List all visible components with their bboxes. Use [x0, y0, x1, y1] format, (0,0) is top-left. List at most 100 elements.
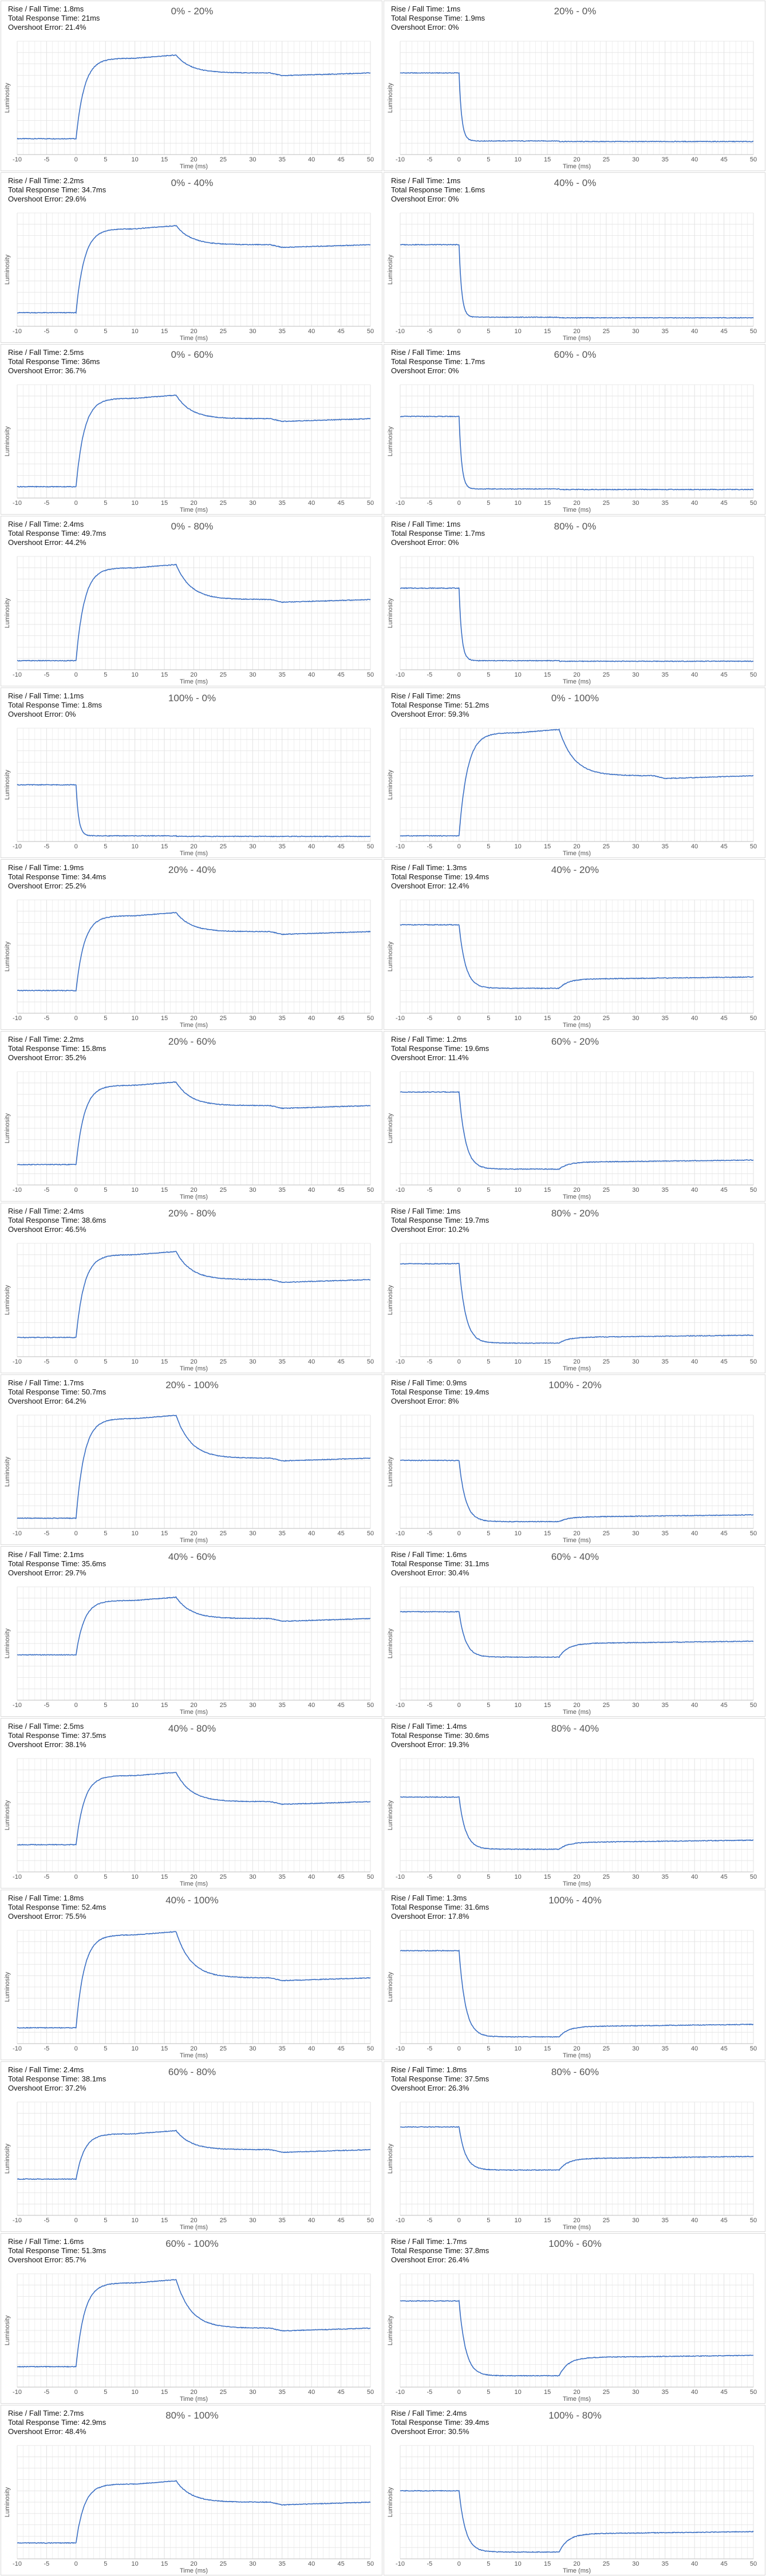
chart-panel: Rise / Fall Time: 1.1ms Total Response Ti… [1, 688, 382, 858]
x-tick-label: 15 [544, 1015, 551, 1022]
chart-title: 40% - 60% [168, 1551, 216, 1562]
stats-block: Rise / Fall Time: 2.4ms Total Response Ti… [8, 520, 106, 547]
x-tick-label: 10 [515, 2389, 522, 2396]
chart-svg: -10 -5 0 5 10 15 20 25 30 35 40 45 50 Time (ms) Lumino… [387, 2445, 757, 2574]
x-tick-label: 50 [367, 1702, 374, 1709]
x-tick-label: 35 [279, 1358, 286, 1365]
x-axis-title: Time (ms) [180, 2224, 208, 2231]
total-response-time: Total Response Time: 38.1ms [8, 2075, 106, 2083]
y-axis-title: Luminosity [4, 941, 11, 971]
rise-fall-time: Rise / Fall Time: 2.5ms [8, 348, 84, 357]
x-tick-label: 0 [457, 1530, 461, 1537]
x-tick-label: 50 [750, 1187, 757, 1194]
y-axis-title: Luminosity [4, 2143, 11, 2174]
x-tick-label: 30 [249, 2217, 256, 2224]
series-line [400, 243, 754, 319]
chart-panel: Rise / Fall Time: 1.7ms Total Response Ti… [384, 2233, 765, 2404]
x-tick-label: 10 [515, 1015, 522, 1022]
rise-fall-time: Rise / Fall Time: 2.7ms [8, 2409, 84, 2417]
x-tick-label: 0 [457, 2561, 461, 2567]
overshoot-error: Overshoot Error: 59.3% [391, 710, 469, 718]
x-tick-label: 45 [720, 328, 727, 335]
x-tick-label: 40 [308, 1702, 315, 1709]
x-tick-label: 5 [487, 2217, 490, 2224]
rise-fall-time: Rise / Fall Time: 1.6ms [391, 1550, 467, 1559]
x-tick-label: 5 [104, 1530, 107, 1537]
total-response-time: Total Response Time: 34.7ms [8, 185, 106, 194]
x-tick-label: 0 [74, 2045, 78, 2052]
overshoot-error: Overshoot Error: 46.5% [8, 1225, 86, 1234]
overshoot-error: Overshoot Error: 26.4% [391, 2255, 469, 2264]
rise-fall-time: Rise / Fall Time: 2.1ms [8, 1550, 84, 1559]
x-tick-label: 30 [249, 1358, 256, 1365]
x-tick-label: 0 [457, 2389, 461, 2396]
x-tick-label: -10 [396, 2389, 405, 2396]
chart-title: 60% - 0% [554, 349, 597, 360]
overshoot-error: Overshoot Error: 11.4% [391, 1053, 469, 1062]
x-tick-label: 0 [457, 2045, 461, 2052]
x-tick-label: 35 [279, 2217, 286, 2224]
x-tick-label: 20 [190, 1358, 197, 1365]
x-tick-label: 30 [632, 1530, 639, 1537]
x-tick-label: 35 [662, 1530, 669, 1537]
x-tick-label: 35 [279, 1015, 286, 1022]
x-tick-label: 45 [337, 500, 344, 507]
x-tick-label: 25 [603, 1530, 610, 1537]
x-tick-label: -5 [44, 1530, 50, 1537]
x-tick-label: 30 [632, 1874, 639, 1880]
x-tick-label: 40 [308, 2389, 315, 2396]
x-tick-label: -5 [44, 671, 50, 678]
rise-fall-time: Rise / Fall Time: 1.3ms [391, 863, 467, 872]
x-tick-label: 30 [632, 1187, 639, 1194]
x-tick-label: 45 [337, 671, 344, 678]
chart-title: 20% - 100% [165, 1380, 219, 1390]
chart-panel: Rise / Fall Time: 1ms Total Response Time… [384, 516, 765, 686]
x-tick-label: -5 [44, 1187, 50, 1194]
overshoot-error: Overshoot Error: 19.3% [391, 1740, 469, 1749]
x-tick-label: 0 [457, 1358, 461, 1365]
x-tick-label: -5 [427, 1358, 433, 1365]
x-tick-label: 40 [308, 2045, 315, 2052]
x-tick-label: 5 [104, 2561, 107, 2567]
x-tick-label: 5 [487, 156, 490, 163]
chart-title: 60% - 100% [165, 2238, 219, 2249]
x-tick-label: 20 [573, 2217, 580, 2224]
overshoot-error: Overshoot Error: 0% [8, 710, 76, 718]
x-tick-label: 20 [573, 671, 580, 678]
x-tick-label: 45 [337, 1015, 344, 1022]
x-tick-label: 25 [603, 2389, 610, 2396]
chart-title: 80% - 60% [551, 2067, 599, 2077]
x-tick-label: 45 [337, 2561, 344, 2567]
x-tick-label: 25 [220, 843, 227, 850]
x-tick-label: 0 [457, 1187, 461, 1194]
x-tick-label: 45 [720, 156, 727, 163]
overshoot-error: Overshoot Error: 29.6% [8, 195, 86, 203]
total-response-time: Total Response Time: 37.5ms [8, 1731, 106, 1740]
chart-panel: Rise / Fall Time: 1.8ms Total Response Ti… [1, 1890, 382, 2060]
series-line [400, 1949, 754, 2038]
x-tick-label: 25 [603, 843, 610, 850]
chart-panel: Rise / Fall Time: 2.1ms Total Response Ti… [1, 1546, 382, 1717]
rise-fall-time: Rise / Fall Time: 1.3ms [391, 1894, 467, 1902]
y-axis-title: Luminosity [387, 254, 394, 285]
stats-block: Rise / Fall Time: 1ms Total Response Time… [391, 1207, 489, 1234]
x-tick-label: -10 [396, 1187, 405, 1194]
chart-panel: Rise / Fall Time: 1.2ms Total Response Ti… [384, 1031, 765, 1202]
x-tick-label: 20 [190, 500, 197, 507]
stats-block: Rise / Fall Time: 1ms Total Response Time… [391, 176, 485, 204]
x-tick-label: 20 [573, 1015, 580, 1022]
x-tick-label: -10 [396, 1702, 405, 1709]
x-tick-label: 20 [573, 156, 580, 163]
y-axis-title: Luminosity [387, 1113, 394, 1143]
chart-svg: -10 -5 0 5 10 15 20 25 30 35 40 45 50 Time (ms) Lumino… [387, 899, 757, 1029]
stats-block: Rise / Fall Time: 2.7ms Total Response Ti… [8, 2409, 106, 2436]
series-line [17, 225, 371, 314]
x-tick-label: -10 [396, 1358, 405, 1365]
x-tick-label: 15 [544, 2217, 551, 2224]
x-tick-label: 30 [632, 328, 639, 335]
x-tick-label: 10 [515, 843, 522, 850]
chart-panel: Rise / Fall Time: 2.5ms Total Response Ti… [1, 344, 382, 515]
chart-panel: Rise / Fall Time: 2.4ms Total Response Ti… [1, 516, 382, 686]
y-axis-title: Luminosity [387, 2487, 394, 2517]
y-axis-title: Luminosity [4, 82, 11, 113]
